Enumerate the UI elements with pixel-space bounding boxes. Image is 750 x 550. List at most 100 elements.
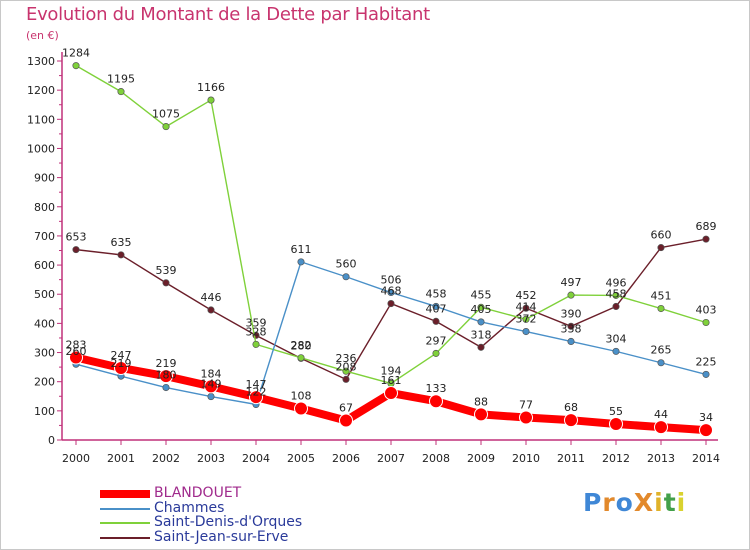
data-label: 458 — [426, 287, 447, 300]
data-point — [384, 386, 398, 401]
data-point — [429, 394, 443, 409]
data-point — [699, 423, 713, 438]
data-label: 451 — [651, 290, 672, 303]
chart-title: Evolution du Montant de la Dette par Hab… — [26, 4, 430, 25]
data-point — [432, 317, 440, 325]
data-label: 161 — [381, 374, 402, 387]
data-point — [432, 349, 440, 357]
proxiti-logo: ProXiti — [583, 488, 686, 517]
data-point — [162, 279, 170, 287]
y-tick-label: 1300 — [27, 55, 55, 68]
legend-swatch — [100, 537, 150, 539]
data-label: 283 — [66, 338, 87, 351]
x-tick-label: 2011 — [557, 452, 585, 465]
x-tick-label: 2008 — [422, 452, 450, 465]
data-label: 225 — [696, 355, 717, 368]
data-label: 208 — [336, 360, 357, 373]
data-point — [297, 258, 305, 266]
data-label: 219 — [111, 357, 132, 370]
data-point — [657, 359, 665, 367]
data-point — [477, 318, 485, 326]
y-tick-label: 200 — [34, 376, 55, 389]
y-tick-label: 100 — [34, 405, 55, 418]
x-tick-label: 2003 — [197, 452, 225, 465]
x-tick-label: 2014 — [692, 452, 720, 465]
data-point — [522, 304, 530, 312]
legend-item: Chammes — [100, 500, 430, 516]
data-label: 147 — [246, 378, 267, 391]
data-label: 1166 — [197, 81, 225, 94]
axes: 0 100 200 300 400 500 600 700 800 900 1000 1100 1200… — [27, 52, 720, 465]
data-point — [702, 235, 710, 243]
data-point — [117, 88, 125, 96]
x-tick-label: 2001 — [107, 452, 135, 465]
data-point — [249, 390, 263, 405]
data-label: 282 — [291, 339, 312, 352]
data-point — [567, 291, 575, 299]
data-label: 108 — [291, 390, 312, 403]
data-point — [117, 251, 125, 259]
data-label: 539 — [156, 264, 177, 277]
data-label: 219 — [156, 357, 177, 370]
data-label: 407 — [426, 302, 447, 315]
data-point — [477, 303, 485, 311]
x-tick-label: 2002 — [152, 452, 180, 465]
logo-letter: o — [615, 488, 634, 517]
x-tick-label: 2006 — [332, 452, 360, 465]
data-label: 133 — [426, 382, 447, 395]
logo-letter: t — [663, 488, 677, 517]
data-point — [72, 246, 80, 254]
data-label: 1075 — [152, 108, 180, 121]
data-point — [339, 413, 353, 428]
data-point — [162, 123, 170, 131]
data-label: 458 — [606, 287, 627, 300]
legend-label: Saint-Jean-sur-Erve — [154, 529, 289, 545]
data-point — [297, 354, 305, 362]
y-tick-label: 400 — [34, 317, 55, 330]
data-label: 328 — [246, 325, 267, 338]
logo-letter: i — [676, 488, 687, 517]
data-label: 372 — [516, 313, 537, 326]
data-point — [609, 416, 623, 431]
legend-swatch — [100, 522, 150, 524]
logo-letter: X — [633, 488, 655, 517]
data-point — [207, 96, 215, 104]
data-label: 247 — [111, 349, 132, 362]
data-point — [612, 302, 620, 311]
y-tick-label: 300 — [34, 347, 55, 360]
data-label: 67 — [339, 401, 353, 414]
x-tick-label: 2004 — [242, 452, 270, 465]
data-point — [69, 350, 83, 365]
data-label: 1284 — [62, 47, 90, 60]
data-label: 68 — [564, 401, 578, 414]
data-point — [162, 383, 170, 392]
data-point — [612, 347, 620, 355]
data-label: 452 — [516, 289, 537, 302]
y-tick-label: 700 — [34, 230, 55, 243]
data-point — [72, 62, 80, 70]
legend-label: Chammes — [154, 500, 225, 516]
y-tick-label: 600 — [34, 259, 55, 272]
data-point — [342, 367, 350, 375]
data-label: 455 — [471, 288, 492, 301]
x-tick-label: 2010 — [512, 452, 540, 465]
data-label: 414 — [516, 300, 537, 313]
data-point — [564, 413, 578, 428]
data-label: 560 — [336, 258, 357, 271]
data-label: 496 — [606, 276, 627, 289]
x-tick-label: 2000 — [62, 452, 90, 465]
data-point — [522, 327, 530, 336]
logo-letter: i — [654, 488, 664, 517]
data-label: 689 — [696, 220, 717, 233]
data-point — [567, 337, 575, 346]
data-label: 260 — [66, 345, 87, 358]
data-point — [657, 244, 665, 252]
legend-item: BLANDOUET — [100, 486, 430, 501]
data-point — [342, 273, 350, 281]
data-point — [474, 407, 488, 422]
data-point — [702, 370, 710, 378]
data-label: 304 — [606, 332, 627, 345]
data-label: 359 — [246, 316, 267, 329]
